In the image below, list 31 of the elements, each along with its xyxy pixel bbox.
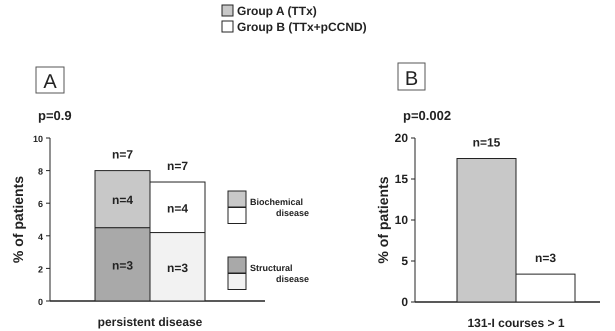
y-tick-label: 4 [38, 232, 43, 242]
annotation: n=3 [166, 260, 188, 275]
y-tick-label: 6 [38, 199, 43, 210]
y-tick-label: 20 [394, 131, 408, 145]
annotation: n=3 [534, 251, 556, 266]
chart-title: B [404, 68, 418, 90]
y-tick-label: 2 [38, 264, 43, 274]
legend-label: Biochemical disease [250, 197, 310, 218]
annotation: n=4 [166, 201, 188, 216]
x-axis-title: persistent disease [98, 315, 203, 329]
y-tick-label: 15 [394, 172, 408, 186]
y-tick-label: 10 [394, 213, 408, 227]
annotation: n=3 [112, 258, 134, 272]
y-tick-label: 8 [38, 166, 43, 177]
y-axis-title: % of patients [375, 176, 391, 264]
chart-subtitle: p=0.002 [403, 108, 452, 123]
y-tick-label: 5 [401, 254, 408, 268]
annotation: n=7 [166, 159, 188, 174]
y-tick-label: 0 [38, 297, 43, 307]
y-tick-label: 0 [401, 295, 408, 309]
x-axis-title: 131-I courses > 1 [467, 316, 565, 330]
annotation: n=4 [112, 193, 134, 208]
y-tick-label: 10 [32, 134, 43, 144]
annotation: n=7 [112, 148, 134, 162]
y-axis-title: % of patients [10, 176, 26, 264]
annotation: n=15 [472, 136, 501, 150]
legend-label: Group B (TTx+pCCND) [237, 20, 367, 34]
legend-label: Structural disease [250, 263, 310, 284]
chart-subtitle: p=0.9 [38, 108, 72, 123]
legend-label: Group A (TTx) [237, 4, 317, 18]
chart-title: A [43, 71, 58, 93]
